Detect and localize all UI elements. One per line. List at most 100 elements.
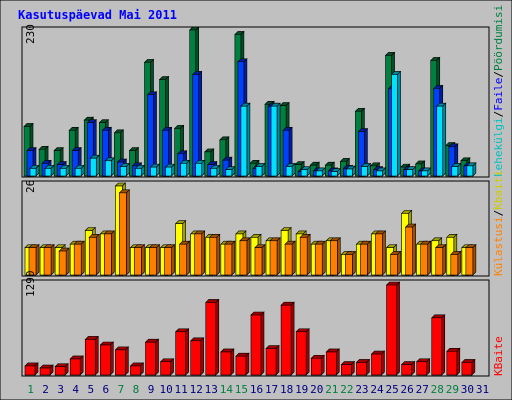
bar-faile-9 xyxy=(146,91,158,177)
x-tick-label-11: 11 xyxy=(175,383,188,396)
x-tick-label-18: 18 xyxy=(280,383,293,396)
panels-group: Lehekülgi/Faile/PöördumisiKülastusi/Kbai… xyxy=(21,5,505,377)
bar-lehekülgi-13 xyxy=(210,164,221,177)
x-tick-label-13: 13 xyxy=(205,383,218,396)
y-axis-max-label-hits: 230 xyxy=(24,24,37,44)
x-tick-label-12: 12 xyxy=(190,383,203,396)
bar-aruteid-19 xyxy=(299,233,311,276)
bar-aruteid-16 xyxy=(254,243,266,276)
bar-kbytes-23 xyxy=(355,358,371,376)
x-tick-label-28: 28 xyxy=(431,383,444,396)
bar-kbytes-6 xyxy=(99,341,115,376)
bar-kbytes-15 xyxy=(235,352,250,376)
x-tick-label-14: 14 xyxy=(220,383,234,396)
right-label-kbytes: KBaite xyxy=(492,336,505,376)
x-tick-label-9: 9 xyxy=(148,383,155,396)
bar-lehekülgi-3 xyxy=(59,164,70,177)
x-tick-label-30: 30 xyxy=(461,383,474,396)
x-tick-label-3: 3 xyxy=(57,383,64,396)
bar-aruteid-27 xyxy=(419,240,432,276)
bar-lehekülgi-30 xyxy=(466,162,477,177)
x-tick-label-20: 20 xyxy=(310,383,323,396)
bar-kbytes-19 xyxy=(295,328,310,376)
bar-lehekülgi-25 xyxy=(390,70,402,177)
bar-kbytes-13 xyxy=(205,298,220,376)
bar-lehekülgi-8 xyxy=(134,164,146,177)
bar-kbytes-29 xyxy=(446,347,461,376)
x-tick-label-10: 10 xyxy=(159,383,172,396)
panel-frame-2 xyxy=(21,180,490,277)
bar-aruteid-2 xyxy=(43,243,55,276)
bar-kbytes-21 xyxy=(325,348,341,376)
x-tick-label-22: 22 xyxy=(340,383,353,396)
x-tick-label-1: 1 xyxy=(27,383,34,396)
x-tick-label-23: 23 xyxy=(355,383,368,396)
x-tick-label-5: 5 xyxy=(87,383,94,396)
bar-lehekülgi-29 xyxy=(451,162,462,177)
bar-aruteid-28 xyxy=(435,243,447,276)
bar-lehekülgi-12 xyxy=(194,159,206,177)
bar-kbytes-20 xyxy=(310,354,325,376)
bar-kbytes-30 xyxy=(461,358,476,376)
bar-lehekülgi-20 xyxy=(315,167,326,177)
bar-kbytes-16 xyxy=(250,311,265,376)
bar-aruteid-22 xyxy=(344,250,357,276)
bar-aruteid-23 xyxy=(359,240,372,276)
bar-aruteid-17 xyxy=(269,237,281,276)
bar-aruteid-18 xyxy=(284,240,296,276)
bar-lehekülgi-5 xyxy=(89,154,100,177)
bar-kbytes-14 xyxy=(220,348,235,376)
bar-aruteid-11 xyxy=(178,240,191,276)
bar-kbytes-26 xyxy=(400,360,416,376)
bar-lehekülgi-16 xyxy=(255,162,266,177)
bar-aruteid-30 xyxy=(465,243,477,276)
bar-kbytes-17 xyxy=(265,344,280,376)
x-tick-label-19: 19 xyxy=(295,383,308,396)
panel-frame-3 xyxy=(21,279,490,377)
x-tick-label-31: 31 xyxy=(476,383,489,396)
right-label-visits: Külastusi/Kbaiti xyxy=(492,170,505,276)
x-tick-label-2: 2 xyxy=(42,383,49,396)
bar-lehekülgi-19 xyxy=(300,165,311,177)
bar-aruteid-3 xyxy=(58,247,70,276)
bar-lehekülgi-10 xyxy=(164,163,176,177)
x-axis-labels: 1 2 3 4 5 6 7 8 9 10 11 12 13 14 15 16 17 18 19 20 21 22 23 24 2… xyxy=(27,383,489,396)
bar-kbytes-27 xyxy=(415,358,431,376)
bar-lehekülgi-2 xyxy=(44,164,55,177)
x-tick-label-26: 26 xyxy=(401,383,414,396)
bar-aruteid-20 xyxy=(314,240,326,276)
chart-title: Kasutuspäevad Mai 2011 xyxy=(18,8,177,22)
bar-kbytes-1 xyxy=(24,362,39,376)
bar-aruteid-8 xyxy=(133,243,146,276)
bar-aruteid-24 xyxy=(374,230,387,276)
x-tick-label-21: 21 xyxy=(325,383,338,396)
x-tick-label-4: 4 xyxy=(72,383,79,396)
bar-lehekülgi-15 xyxy=(240,102,251,177)
bar-aruteid-29 xyxy=(450,250,462,276)
x-tick-label-25: 25 xyxy=(385,383,398,396)
bar-kbytes-25 xyxy=(385,281,401,376)
bar-aruteid-7 xyxy=(118,189,131,276)
bar-kbytes-22 xyxy=(340,360,356,376)
x-tick-label-7: 7 xyxy=(118,383,125,396)
bar-aruteid-6 xyxy=(103,230,116,276)
bar-lehekülgi-6 xyxy=(104,157,116,177)
y-axis-max-label-kbytes: 1290 xyxy=(24,271,37,298)
bar-lehekülgi-9 xyxy=(149,163,161,177)
bar-aruteid-1 xyxy=(28,243,40,276)
bar-lehekülgi-21 xyxy=(330,167,342,177)
x-tick-label-8: 8 xyxy=(133,383,140,396)
x-tick-label-15: 15 xyxy=(235,383,248,396)
panel-frame-1 xyxy=(21,26,490,178)
bar-lehekülgi-4 xyxy=(74,164,85,177)
bar-kbytes-9 xyxy=(144,338,160,376)
bar-aruteid-4 xyxy=(73,240,85,276)
bar-lehekülgi-22 xyxy=(345,165,357,177)
bar-aruteid-10 xyxy=(163,243,176,276)
bar-kbytes-12 xyxy=(189,337,205,376)
bar-lehekülgi-27 xyxy=(420,167,432,177)
bar-kbytes-3 xyxy=(54,362,69,376)
x-tick-label-6: 6 xyxy=(103,383,110,396)
y-axis-max-label-visits: 26 xyxy=(24,180,37,193)
